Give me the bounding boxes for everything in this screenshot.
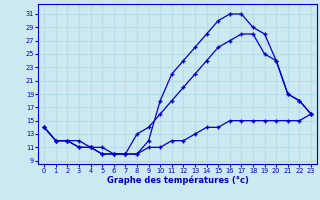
X-axis label: Graphe des températures (°c): Graphe des températures (°c)	[107, 176, 249, 185]
